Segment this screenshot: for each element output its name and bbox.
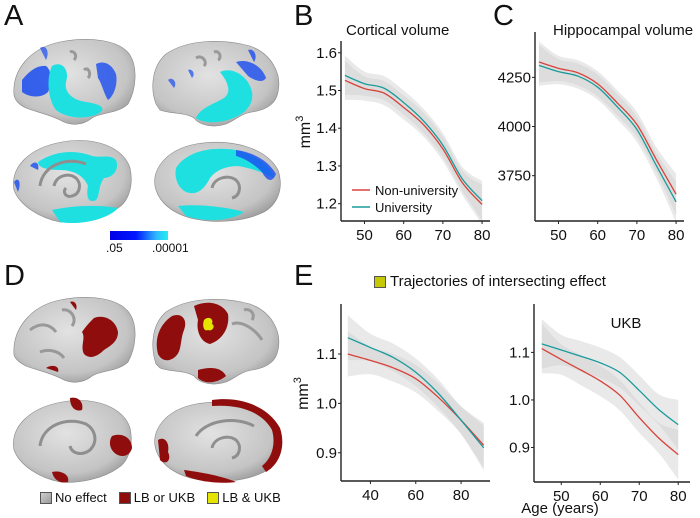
legend-label: No effect [55, 490, 107, 505]
x-tick-label: 50 [550, 227, 567, 244]
legend-item-lb-or-ukb: LB or UKB [118, 490, 196, 505]
panel-letter-b: B [294, 0, 314, 32]
panel-letter-e: E [294, 260, 314, 292]
x-tick-label: 80 [668, 227, 685, 244]
y-tick-label: 4000 [498, 119, 531, 136]
y-tick-label: 1.2 [316, 196, 337, 213]
panel-d-legend: No effect LB or UKB LB & UKB [40, 490, 289, 505]
panel-letter-a: A [4, 0, 24, 32]
no-effect-swatch-icon [40, 491, 52, 504]
ci-band-non-university [344, 60, 483, 225]
y-tick-label: 0.9 [316, 445, 337, 462]
brain-d-right-lateral [152, 299, 280, 385]
chart-title: UKB [611, 315, 642, 332]
panel-d-brain-maps [13, 297, 283, 483]
colorbar [110, 231, 168, 240]
x-tick-label: 80 [474, 227, 491, 244]
x-tick-label: 80 [670, 488, 687, 505]
y-tick-label: 0.9 [509, 439, 530, 456]
y-axis-label-text: mm3 [294, 116, 314, 149]
x-tick-label: 60 [407, 487, 424, 504]
lb-or-ukb-swatch-icon [118, 491, 131, 504]
y-tick-label: 1.4 [316, 120, 337, 137]
chart-e-left: 0.9 1.0 1.1 40 60 80 mm3 [292, 304, 490, 504]
ci-band-non-university [347, 331, 484, 468]
ci-band-non-university [541, 323, 679, 480]
x-tick-label: 70 [629, 227, 646, 244]
chart-c-hippocampal-volume: 3750 4000 4250 50 60 70 80 Hippocampal volume [498, 22, 693, 244]
chart-b-cortical-volume: 1.2 1.3 1.4 1.5 1.6 50 60 70 80 Cortical volume mm… [294, 22, 491, 244]
legend-label: LB or UKB [133, 490, 196, 505]
panel-e-header-text: Trajectories of intersecting effect [390, 273, 606, 290]
series-line-non-university [344, 79, 483, 205]
y-axis-label: mm3 [294, 116, 314, 149]
brain-a-right-medial [154, 141, 281, 222]
x-tick-label: 70 [631, 488, 648, 505]
brain-d-left-medial [13, 397, 132, 483]
y-tick-label: 1.1 [509, 344, 530, 361]
y-tick-label: 1.5 [316, 83, 337, 100]
series-line-university [347, 337, 485, 449]
colorbar-max-label: .00001 [152, 241, 189, 255]
x-tick-label: 60 [395, 227, 412, 244]
ci-band-university [347, 315, 484, 471]
x-tick-label: 60 [589, 227, 606, 244]
y-tick-label: 4250 [498, 69, 531, 86]
chart-e-right: 0.9 1.0 1.1 50 60 70 80 UKB Age (years) [509, 304, 690, 517]
series-line-non-university [538, 61, 677, 195]
y-axis-label-text: mm3 [292, 377, 312, 410]
legend-item-no-effect: No effect [40, 490, 107, 505]
x-tick-label: 70 [435, 227, 452, 244]
series-line-university [538, 64, 677, 203]
x-axis-label: Age (years) [521, 500, 599, 517]
ci-band-university [344, 55, 483, 221]
y-tick-label: 3750 [498, 168, 531, 185]
brain-a-left-lateral [13, 39, 136, 125]
panel-letter-d: D [4, 260, 25, 292]
brain-d-left-lateral [13, 297, 136, 383]
series-line-non-university [541, 348, 679, 456]
x-tick-label: 40 [362, 487, 379, 504]
panel-a-brain-maps: .05 .00001 [13, 39, 281, 255]
y-tick-label: 1.0 [509, 392, 530, 409]
y-tick-label: 1.0 [316, 395, 337, 412]
legend-item-lb-and-ukb: LB & UKB [207, 490, 281, 505]
chart-title: Cortical volume [346, 22, 449, 39]
x-tick-label: 80 [453, 487, 470, 504]
brain-d-right-medial [154, 399, 283, 483]
y-tick-label: 1.3 [316, 158, 337, 175]
y-tick-label: 1.1 [316, 346, 337, 363]
x-tick-label: 50 [553, 488, 570, 505]
ci-band-university [541, 319, 679, 450]
x-tick-label: 60 [592, 488, 609, 505]
x-tick-label: 50 [356, 227, 373, 244]
ci-band-non-university [538, 41, 677, 215]
intersecting-effect-swatch-icon [374, 275, 386, 288]
series-line-university [344, 74, 483, 202]
chart-title: Hippocampal volume [553, 22, 693, 39]
panel-letter-c: C [493, 0, 514, 32]
legend-label: LB & UKB [222, 490, 281, 505]
colorbar-min-label: .05 [106, 241, 123, 255]
y-tick-label: 1.6 [316, 45, 337, 62]
legend-label: Non-university [375, 183, 459, 198]
lb-and-ukb-swatch-icon [207, 491, 220, 504]
legend-label: University [375, 200, 433, 215]
series-line-university [541, 343, 679, 426]
brain-a-right-lateral [152, 41, 280, 127]
panel-e-header: Trajectories of intersecting effect [374, 273, 606, 290]
brain-a-left-medial [13, 140, 132, 224]
ci-band-university [538, 44, 677, 223]
y-axis-label: mm3 [292, 377, 312, 410]
